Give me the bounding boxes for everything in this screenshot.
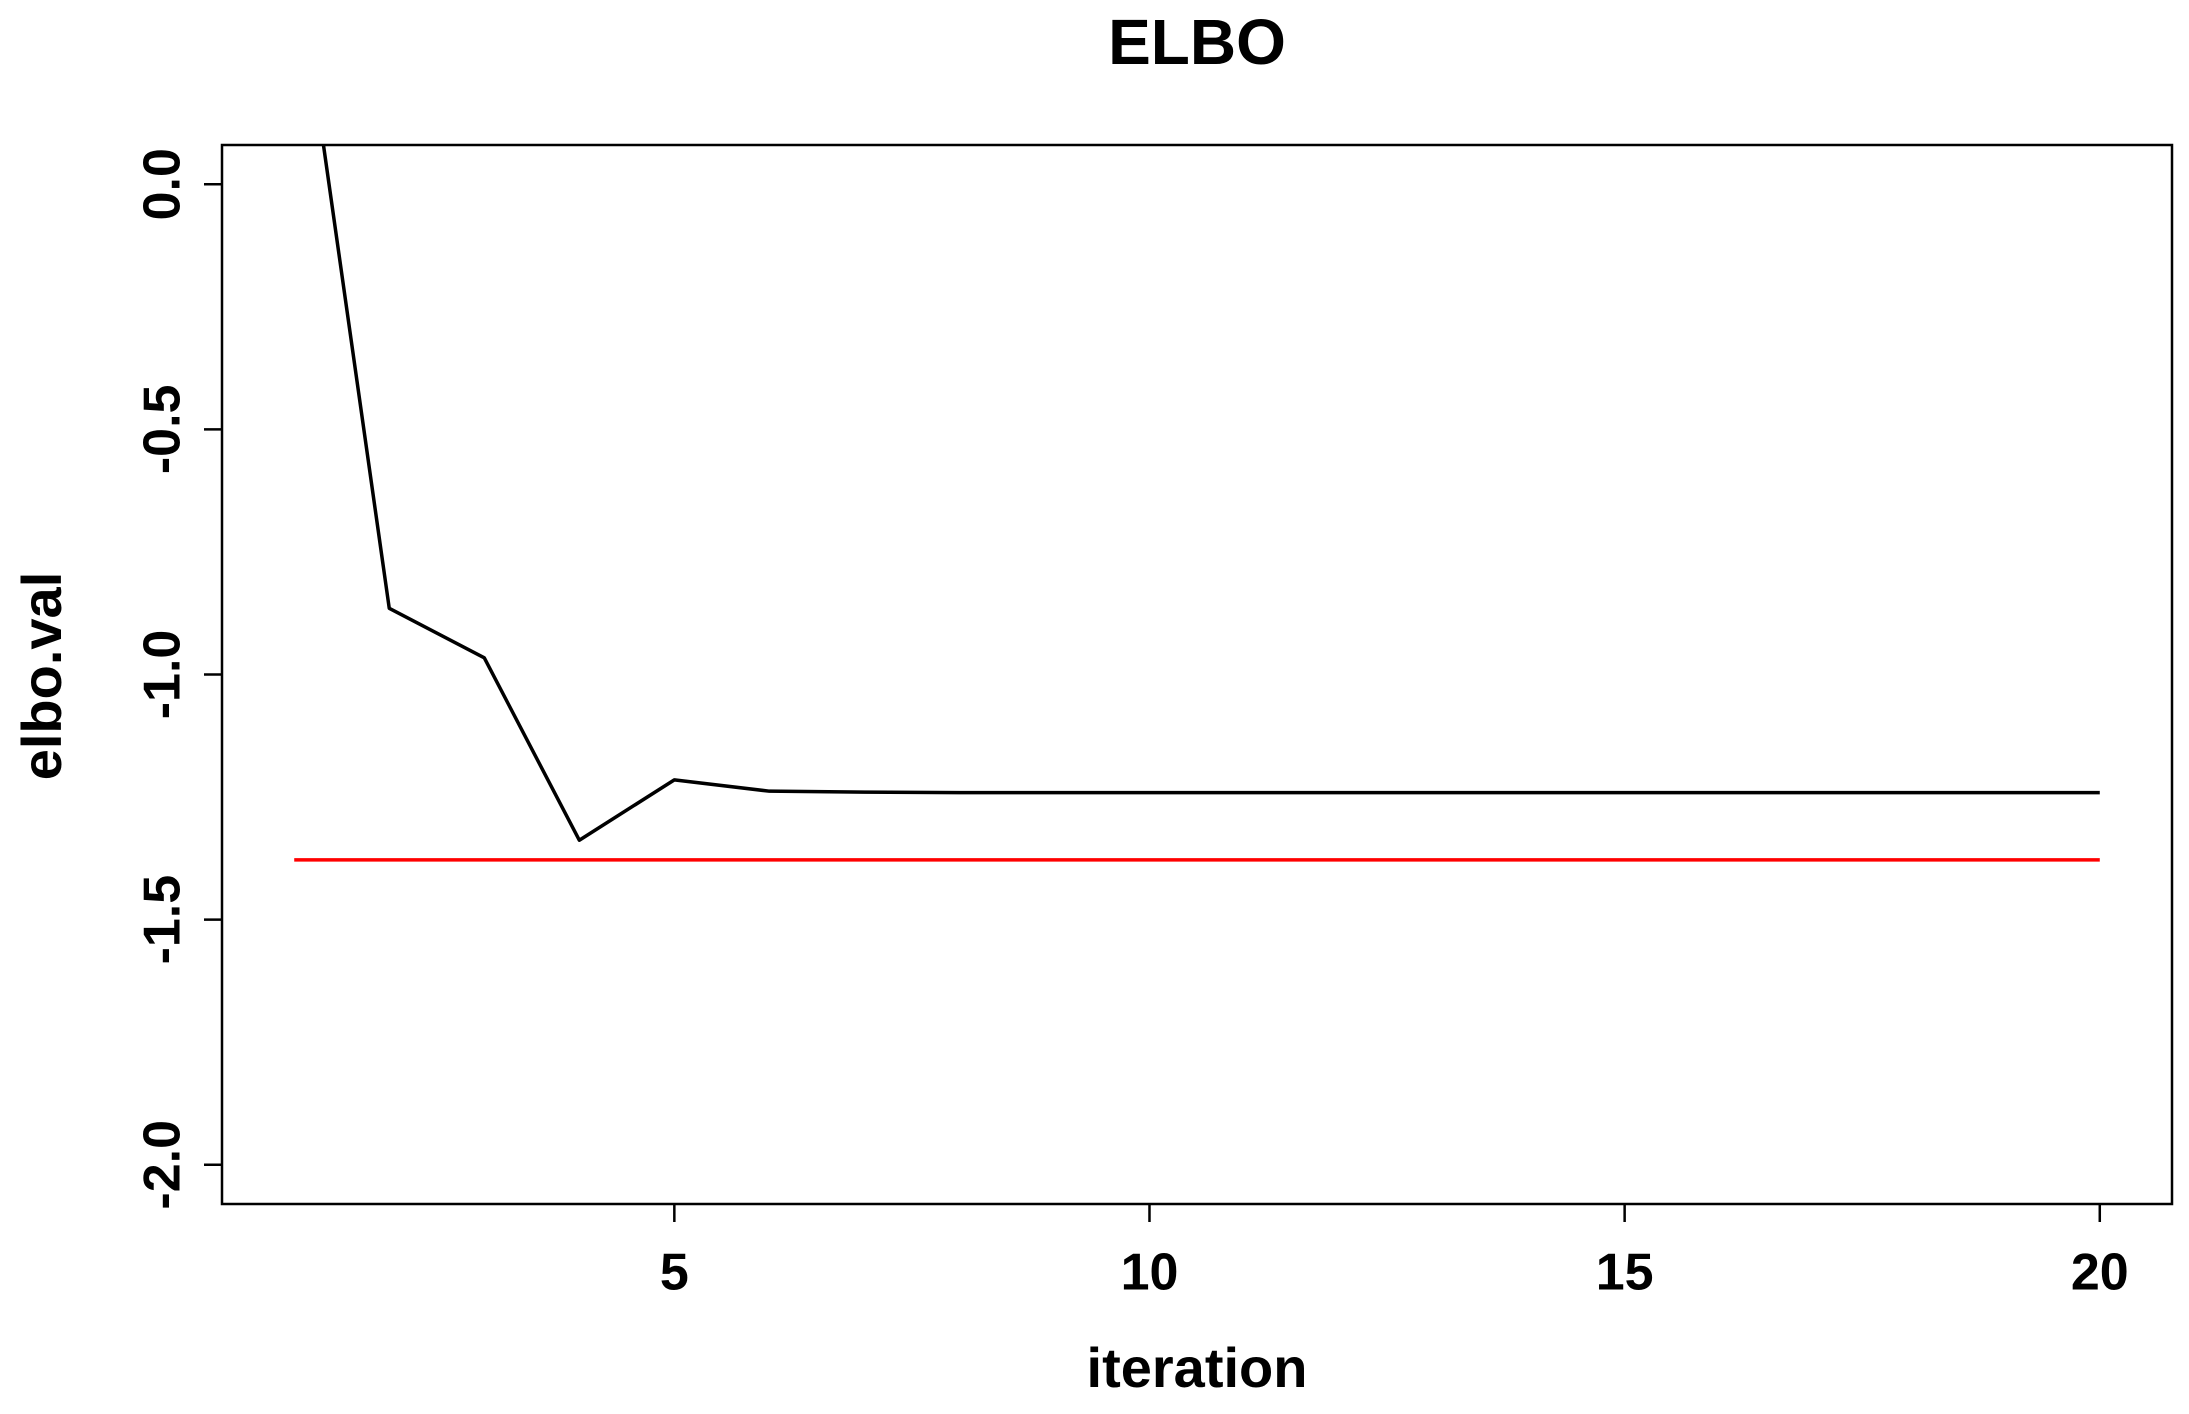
x-axis-label: iteration bbox=[1087, 1336, 1308, 1399]
plot-area bbox=[294, 145, 2100, 862]
x-tick-label: 15 bbox=[1596, 1244, 1654, 1302]
y-tick-label: -1.5 bbox=[134, 875, 192, 965]
y-tick-label: -1.0 bbox=[134, 630, 192, 720]
y-axis-label: elbo.val bbox=[10, 572, 73, 781]
x-tick-label: 5 bbox=[660, 1244, 689, 1302]
y-tick-label: 0.0 bbox=[134, 148, 192, 220]
x-tick-label: 10 bbox=[1121, 1244, 1179, 1302]
y-tick-label: -0.5 bbox=[134, 385, 192, 475]
x-tick-label: 20 bbox=[2071, 1244, 2129, 1302]
chart-title: ELBO bbox=[1108, 6, 1286, 78]
y-tick-label: -2.0 bbox=[134, 1120, 192, 1210]
series-line bbox=[321, 145, 2100, 842]
